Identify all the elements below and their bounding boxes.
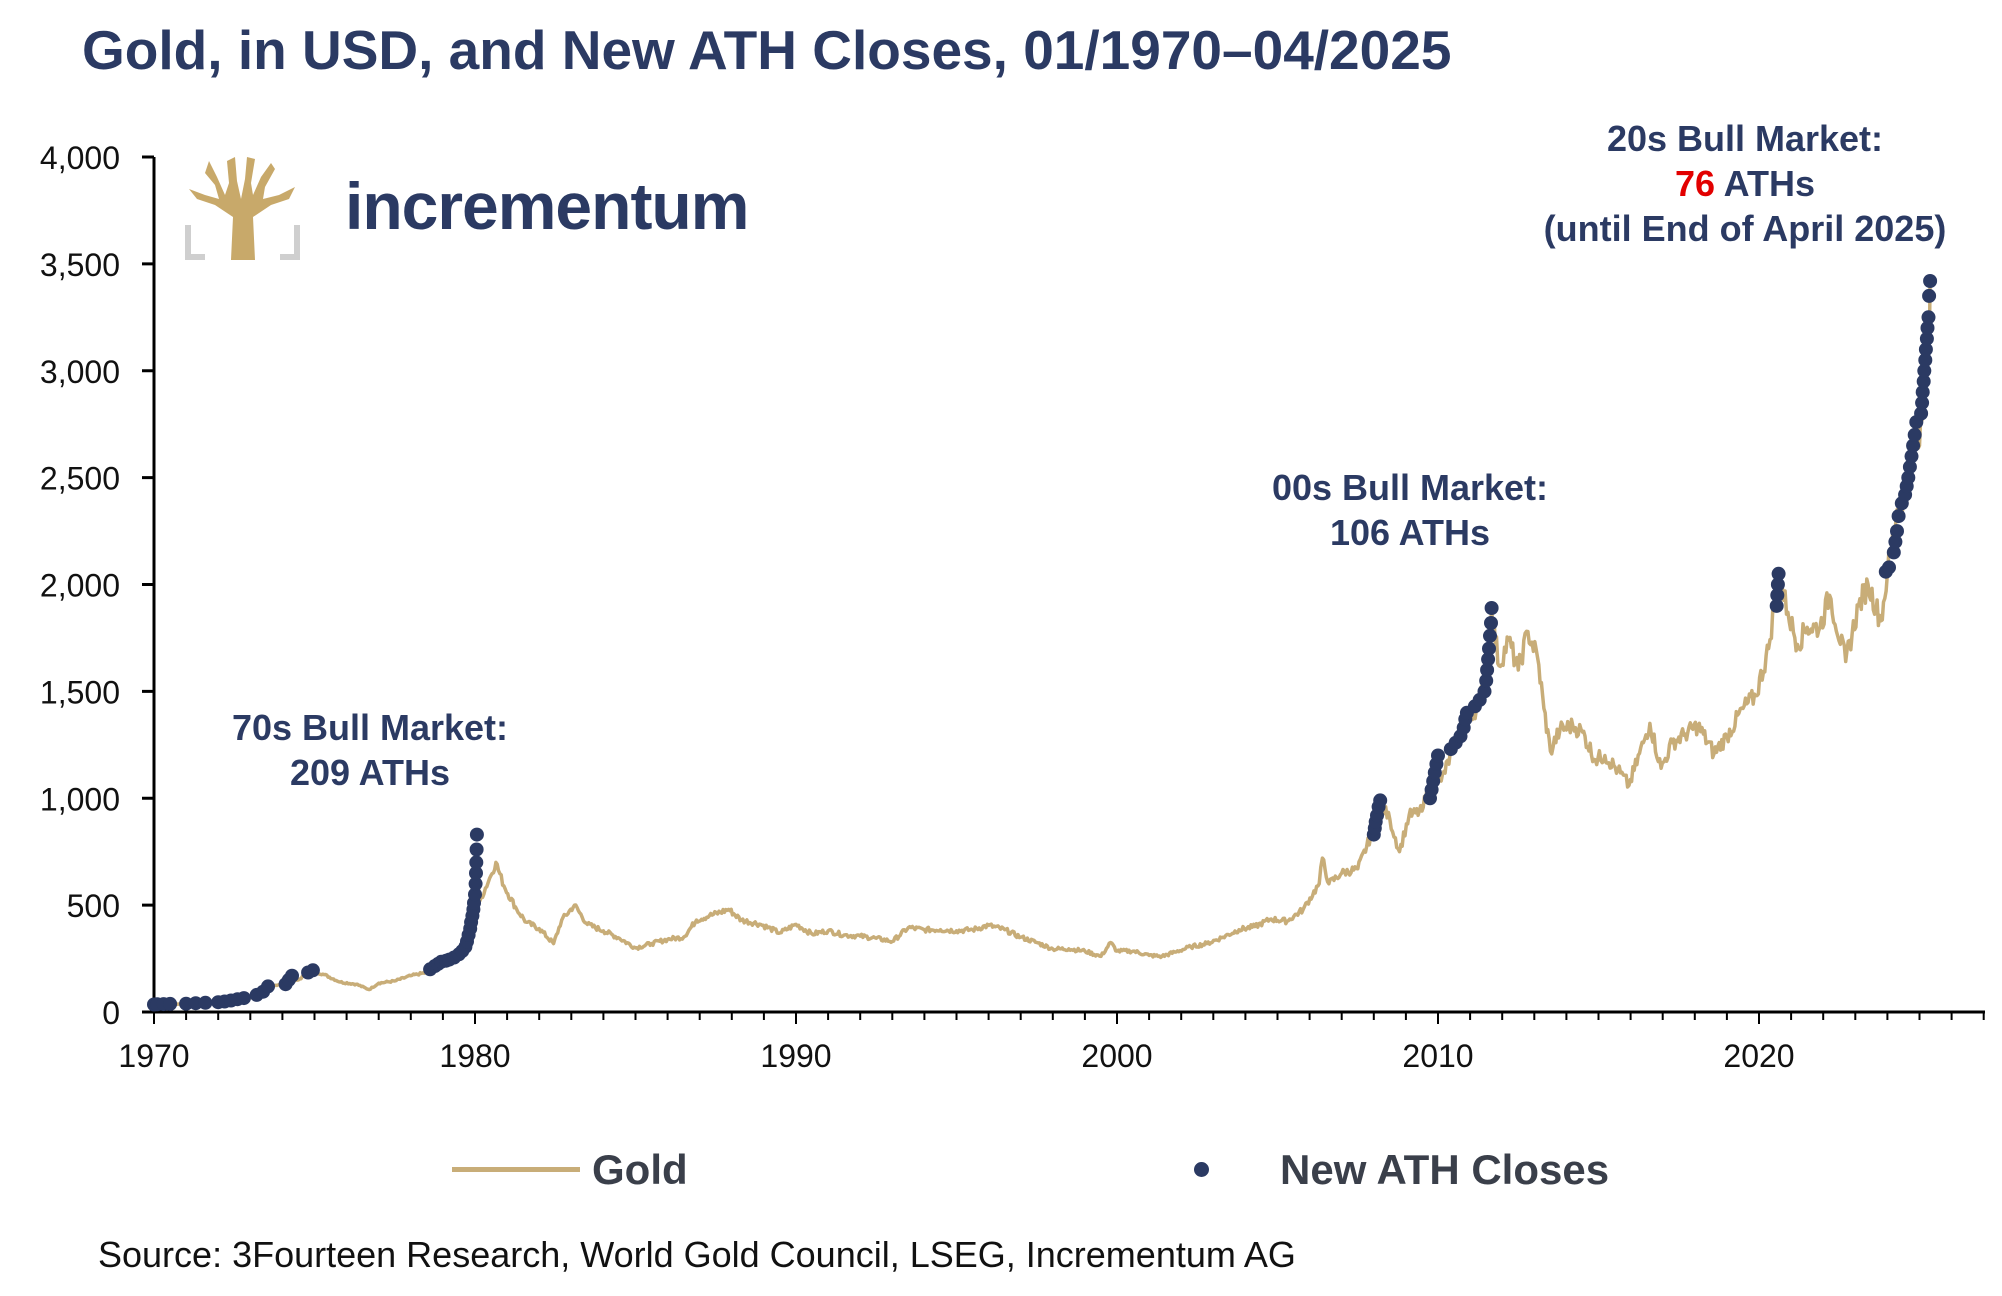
ath-point: [1919, 331, 1934, 346]
annotation-20s-line3: (until End of April 2025): [1543, 208, 1947, 249]
ath-point: [1886, 545, 1901, 560]
ath-point: [468, 876, 483, 891]
y-tick-label: 3,000: [40, 354, 120, 390]
y-tick-label: 2,500: [40, 461, 120, 497]
ath-series: [147, 274, 1938, 1012]
ath-point: [469, 866, 483, 881]
ath-point: [1882, 560, 1896, 575]
gold-series: [153, 280, 1932, 1007]
ath-point: [1891, 509, 1906, 524]
ath-point: [1906, 438, 1921, 453]
annotation-20s-bull-market: 20s Bull Market: 76 ATHs (until End of A…: [1475, 116, 2002, 251]
legend-ath-label: New ATH Closes: [1280, 1146, 1610, 1193]
ath-point: [469, 827, 484, 842]
ath-point: [1888, 534, 1903, 549]
chart-area: 05001,0001,5002,0002,5003,0003,5004,000 …: [40, 140, 1985, 1074]
ath-point: [198, 995, 213, 1010]
legend-gold-label: Gold: [592, 1146, 688, 1193]
ath-point: [1922, 288, 1937, 303]
y-tick-label: 500: [67, 888, 120, 924]
ath-point: [468, 887, 482, 902]
ath-point: [1901, 470, 1916, 485]
ath-point: [1915, 395, 1930, 410]
annotation-20s-count-suffix: ATHs: [1715, 163, 1816, 204]
y-tick-label: 2,000: [40, 568, 120, 604]
ath-point: [1902, 459, 1917, 474]
ath-point: [1921, 310, 1936, 325]
ath-point: [469, 842, 484, 857]
ath-point: [236, 991, 251, 1006]
ath-point: [261, 979, 275, 994]
annotation-00s-bull-market: 00s Bull Market: 106 ATHs: [1210, 465, 1610, 555]
ath-point: [1481, 652, 1496, 667]
ath-point: [285, 968, 299, 983]
x-tick-label: 1980: [439, 1038, 510, 1074]
ath-point: [1483, 628, 1497, 643]
ath-point: [1431, 748, 1445, 763]
ath-point: [1477, 684, 1492, 699]
ath-point: [1916, 374, 1931, 389]
x-tick-label: 2020: [1723, 1038, 1794, 1074]
y-tick-label: 0: [102, 995, 120, 1031]
ath-point: [1907, 427, 1922, 442]
brand-wordmark: incrementum: [345, 169, 749, 243]
ath-point: [1769, 598, 1784, 613]
ath-point: [1918, 353, 1933, 368]
annotation-70s-bull-market: 70s Bull Market: 209 ATHs: [170, 705, 570, 795]
annotation-20s-line1: 20s Bull Market:: [1606, 118, 1884, 159]
chart-title: Gold, in USD, and New ATH Closes, 01/197…: [82, 19, 1452, 81]
ath-point: [305, 963, 320, 978]
ath-point: [1770, 577, 1785, 592]
y-tick-label: 1,500: [40, 674, 120, 710]
ath-point: [1890, 524, 1904, 539]
ath-point: [1484, 601, 1499, 615]
x-tick-label: 2000: [1081, 1038, 1152, 1074]
ath-point: [1917, 363, 1932, 378]
ath-point: [1480, 663, 1495, 677]
source-note: Source: 3Fourteen Research, World Gold C…: [98, 1234, 1296, 1275]
ath-point: [1920, 321, 1935, 335]
ath-point: [1482, 641, 1496, 656]
x-tick-label: 1990: [760, 1038, 831, 1074]
legend-gold-swatch: [452, 1167, 580, 1172]
y-tick-label: 4,000: [40, 140, 120, 176]
ath-point: [1479, 673, 1494, 688]
ath-point: [163, 996, 178, 1011]
annotation-00s-line2: 106 ATHs: [1329, 512, 1491, 553]
incrementum-tree-logo: [185, 157, 300, 260]
annotation-70s-line1: 70s Bull Market:: [231, 707, 509, 748]
annotation-20s-line2: 76 ATHs: [1475, 161, 2002, 206]
ath-point: [1373, 793, 1388, 808]
x-axis: 1970 1980 1990 2000 2010 2020: [118, 1010, 1985, 1074]
ath-point: [1918, 342, 1933, 357]
ath-point: [1915, 385, 1930, 400]
legend-ath-swatch: [1194, 1162, 1209, 1177]
gold-price-line: [153, 280, 1932, 1007]
ath-point: [1771, 566, 1786, 581]
y-tick-label: 1,000: [40, 781, 120, 817]
x-tick-label: 2010: [1402, 1038, 1473, 1074]
ath-point: [1770, 588, 1785, 603]
ath-point: [1923, 274, 1938, 288]
annotation-20s-count: 76: [1674, 163, 1716, 204]
ath-point: [1904, 449, 1919, 464]
ath-point: [1914, 406, 1929, 421]
annotation-70s-line2: 209 ATHs: [289, 752, 451, 793]
y-tick-label: 3,500: [40, 247, 120, 283]
legend: Gold New ATH Closes: [0, 1140, 2002, 1200]
x-tick-label: 1970: [118, 1038, 189, 1074]
ath-point: [469, 855, 484, 870]
annotation-00s-line1: 00s Bull Market:: [1271, 467, 1549, 508]
ath-point: [1484, 616, 1498, 630]
y-axis: 0 500 1,000 1,500 2,000 2,500 3,000 3,500 4,000: [40, 140, 156, 1031]
